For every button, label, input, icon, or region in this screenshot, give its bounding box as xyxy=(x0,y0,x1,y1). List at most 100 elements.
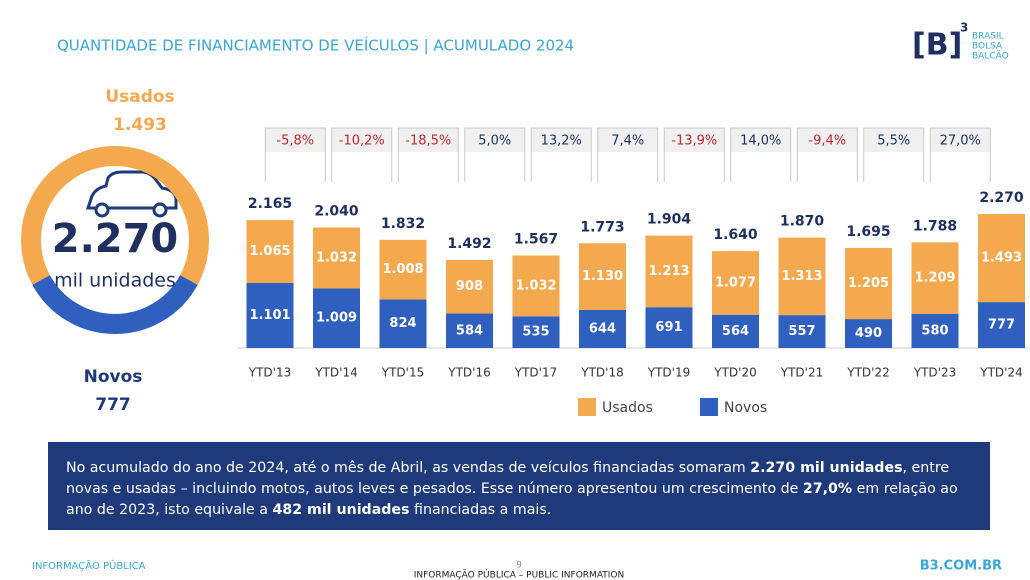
donut-caption: mil unidades xyxy=(54,270,176,292)
bar-total-label: 2.270 xyxy=(979,190,1024,206)
summary-text: financiadas a mais. xyxy=(409,502,552,518)
title: QUANTIDADE DE FINANCIAMENTO DE VEÍCULOS … xyxy=(57,36,574,55)
growth-label: 5,5% xyxy=(877,134,910,149)
bar-value-label: 1.009 xyxy=(316,311,357,326)
growth-bracket xyxy=(796,127,858,152)
bar-total-label: 1.567 xyxy=(514,231,558,247)
summary-text: , entre novas e usadas – incluindo motos… xyxy=(66,460,950,497)
bar-segment xyxy=(379,299,427,348)
bar-value-label: 1.065 xyxy=(249,244,290,259)
growth-bracket xyxy=(597,127,659,152)
footer-left: INFORMAÇÃO PÚBLICA xyxy=(32,559,146,572)
donut-segment xyxy=(21,146,209,285)
bar-value-label: 1.101 xyxy=(249,308,290,323)
bar-segment xyxy=(512,255,560,317)
x-tick-label: YTD'19 xyxy=(647,366,690,380)
growth-bracket xyxy=(929,127,991,152)
donut-value: 777 xyxy=(95,395,131,415)
bar-value-label: 580 xyxy=(921,323,948,338)
bar-total-label: 1.788 xyxy=(913,218,957,234)
bar-value-label: 777 xyxy=(988,318,1015,333)
bar-segment xyxy=(579,243,626,310)
growth-label: -9,4% xyxy=(808,134,846,149)
growth-label: 13,2% xyxy=(541,134,582,149)
x-tick-label: YTD'13 xyxy=(248,366,291,380)
x-tick-label: YTD'14 xyxy=(314,366,357,380)
bar-value-label: 644 xyxy=(589,321,616,336)
summary-text: em relação ao ano de 2023, isto equivale… xyxy=(66,481,958,518)
growth-bracket xyxy=(464,127,526,152)
bar-segment xyxy=(645,307,693,348)
bar-value-label: 691 xyxy=(655,320,682,335)
bar-total-label: 1.492 xyxy=(447,236,491,252)
growth-bracket xyxy=(730,127,792,152)
bar-total-label: 1.870 xyxy=(780,214,825,230)
bar-segment xyxy=(978,302,1025,348)
bar-segment xyxy=(446,313,493,348)
bar-total-label: 1.640 xyxy=(713,227,758,243)
x-tick-label: YTD'20 xyxy=(713,366,756,380)
x-tick-label: YTD'23 xyxy=(913,366,956,380)
bar-value-label: 1.313 xyxy=(781,269,822,284)
bar-segment xyxy=(313,227,360,289)
bar-segment xyxy=(579,309,626,348)
bar-value-label: 535 xyxy=(522,325,549,340)
growth-label: -13,9% xyxy=(671,134,717,149)
page-number: 9 xyxy=(516,561,522,571)
logo-line: BRASIL xyxy=(972,32,1004,42)
bar-value-label: 584 xyxy=(456,323,483,338)
footer-right: B3.COM.BR xyxy=(920,559,1002,574)
bar-segment xyxy=(845,319,892,348)
bar-total-label: 2.165 xyxy=(248,196,292,212)
legend-label: Usados xyxy=(602,400,653,416)
x-tick-label: YTD'15 xyxy=(381,366,424,380)
legend-swatch xyxy=(700,398,718,416)
bar-segment xyxy=(712,251,759,315)
growth-bracket xyxy=(863,127,925,152)
x-tick-label: YTD'24 xyxy=(979,366,1022,380)
x-tick-label: YTD'18 xyxy=(580,366,623,380)
x-tick-label: YTD'22 xyxy=(846,366,889,380)
bar-value-label: 1.008 xyxy=(382,262,423,277)
growth-bracket xyxy=(663,127,725,152)
bar-segment xyxy=(446,259,493,314)
logo-mark: [B] xyxy=(912,28,962,63)
growth-label: -5,8% xyxy=(276,134,314,149)
bar-value-label: 1.493 xyxy=(981,251,1022,266)
x-tick-label: YTD'17 xyxy=(514,366,557,380)
bar-total-label: 1.832 xyxy=(381,216,425,232)
logo-line: BALCÃO xyxy=(972,51,1009,62)
bar-segment xyxy=(246,283,294,348)
bar-value-label: 564 xyxy=(722,324,749,339)
x-tick-label: YTD'21 xyxy=(780,366,823,380)
bar-value-label: 1.209 xyxy=(914,271,955,286)
summary-box: No acumulado do ano de 2024, até o mês d… xyxy=(48,442,990,530)
bar-total-label: 1.904 xyxy=(647,212,692,228)
summary-text: 2.270 mil unidades xyxy=(750,460,903,476)
logo-sup: 3 xyxy=(960,21,968,35)
bar-segment xyxy=(911,313,959,348)
summary-text: 27,0% xyxy=(802,481,853,497)
bar-segment xyxy=(978,214,1025,303)
bar-segment xyxy=(512,316,560,348)
growth-label: 7,4% xyxy=(611,134,644,149)
bar-value-label: 1.077 xyxy=(715,275,756,290)
bar-value-label: 1.213 xyxy=(648,264,689,279)
summary-text: 482 mil unidades xyxy=(272,502,410,518)
growth-bracket xyxy=(530,127,592,152)
bar-total-label: 1.773 xyxy=(580,219,624,235)
donut-total: 2.270 xyxy=(52,216,179,262)
growth-bracket xyxy=(264,127,326,152)
bar-segment xyxy=(712,314,759,348)
bar-value-label: 908 xyxy=(456,279,483,294)
bar-value-label: 824 xyxy=(389,316,416,331)
bar-value-label: 1.130 xyxy=(582,269,623,284)
bar-value-label: 1.205 xyxy=(848,276,889,291)
bar-value-label: 490 xyxy=(855,326,882,341)
summary-text: No acumulado do ano de 2024, até o mês d… xyxy=(66,460,751,476)
growth-label: 27,0% xyxy=(940,134,981,149)
growth-label: -18,5% xyxy=(405,134,451,149)
bar-segment xyxy=(778,315,826,348)
x-tick-label: YTD'16 xyxy=(447,366,490,380)
